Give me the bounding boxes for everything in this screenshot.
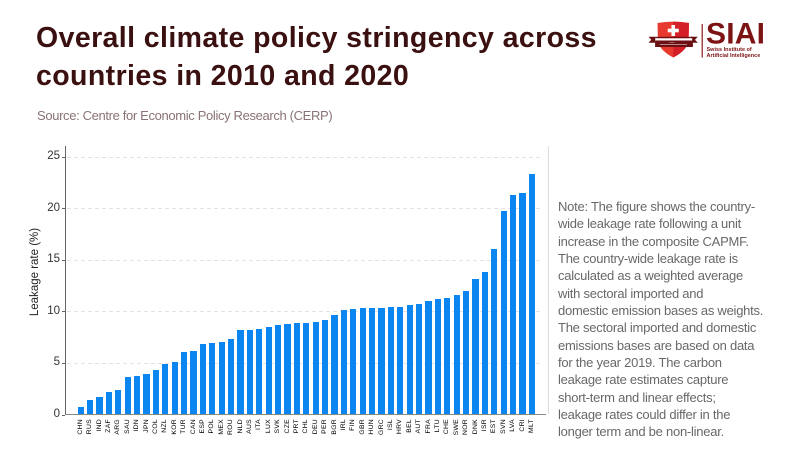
svg-text:SIAI: SIAI — [706, 18, 765, 51]
svg-text:Swiss Institute of: Swiss Institute of — [707, 47, 752, 53]
svg-text:Artificial Intelligence: Artificial Intelligence — [707, 53, 761, 59]
